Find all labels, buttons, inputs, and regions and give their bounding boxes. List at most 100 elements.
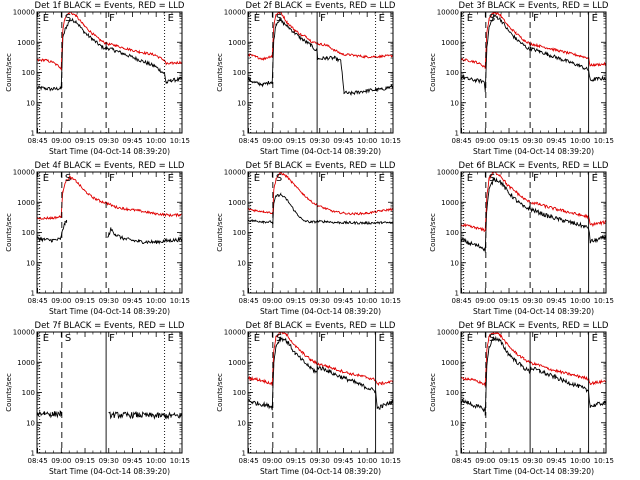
event-marker-label: E <box>379 333 385 344</box>
event-marker-label: E <box>43 173 49 184</box>
y-tick-label: 10000 <box>13 169 35 177</box>
y-tick-label: 100 <box>233 389 246 397</box>
x-tick-label: 09:30 <box>523 457 543 465</box>
x-tick-label: 10:15 <box>170 457 190 465</box>
y-tick-label: 100 <box>446 69 459 77</box>
y-tick-label: 100 <box>446 389 459 397</box>
y-tick-label: 100 <box>446 229 459 237</box>
event-marker-label: F <box>320 333 326 344</box>
plot-frame <box>36 11 183 134</box>
y-tick-label: 10 <box>26 419 35 427</box>
y-tick-label: 10 <box>450 259 459 267</box>
x-tick-label: 10:00 <box>146 297 166 305</box>
y-tick-label: 10 <box>450 99 459 107</box>
x-tick-label: 09:15 <box>75 457 95 465</box>
x-tick-label: 09:15 <box>286 457 306 465</box>
event-marker-label: E <box>467 13 473 24</box>
lld-series-line <box>37 174 182 221</box>
x-tick-label: 09:30 <box>310 137 330 145</box>
event-marker-label: E <box>168 173 174 184</box>
y-tick-label: 10000 <box>437 169 459 177</box>
x-tick-label: 09:45 <box>333 457 353 465</box>
y-tick-label: 10 <box>237 99 246 107</box>
y-tick-label: 1000 <box>441 199 459 207</box>
x-tick-label: 10:00 <box>357 457 377 465</box>
chart-panel-5: Det 5f BLACK = Events, RED = LLD Counts/s… <box>216 161 401 316</box>
x-tick-label: 09:45 <box>122 137 142 145</box>
y-tick-label: 1 <box>242 450 246 458</box>
event-marker-label: S <box>276 13 282 24</box>
x-tick-label: 10:15 <box>594 457 614 465</box>
y-tick-label: 1000 <box>228 359 246 367</box>
event-marker-label: S <box>65 333 71 344</box>
plot-frame <box>247 171 394 294</box>
event-marker-label: E <box>592 333 598 344</box>
chart-panel-2: Det 2f BLACK = Events, RED = LLD Counts/s… <box>216 1 401 156</box>
y-tick-label: 10 <box>26 99 35 107</box>
y-tick-label: 1000 <box>441 359 459 367</box>
y-axis-label: Counts/sec <box>5 213 13 252</box>
event-marker-label: E <box>254 13 260 24</box>
event-marker-label: E <box>43 333 49 344</box>
x-tick-label: 09:45 <box>122 297 142 305</box>
event-marker-label: F <box>533 13 539 24</box>
y-tick-label: 10 <box>26 259 35 267</box>
x-axis-label: Start Time (04-Oct-14 08:39:20) <box>49 147 170 156</box>
x-axis-label: Start Time (04-Oct-14 08:39:20) <box>473 147 594 156</box>
events-series-line <box>461 177 606 253</box>
x-tick-label: 08:45 <box>238 297 258 305</box>
lld-series-line <box>461 332 606 387</box>
y-axis-label: Counts/sec <box>5 53 13 92</box>
event-marker-label: S <box>489 333 495 344</box>
y-tick-label: 10 <box>237 259 246 267</box>
x-tick-label: 10:15 <box>381 137 401 145</box>
lld-series-line <box>461 12 606 69</box>
plot-frame <box>36 171 183 294</box>
x-tick-label: 09:00 <box>475 137 495 145</box>
events-series-line <box>248 17 393 96</box>
lld-series-line <box>37 12 182 71</box>
x-tick-label: 08:45 <box>27 457 47 465</box>
x-tick-label: 08:45 <box>451 457 471 465</box>
x-axis-label: Start Time (04-Oct-14 08:39:20) <box>473 467 594 476</box>
x-tick-label: 09:00 <box>51 297 71 305</box>
event-marker-label: S <box>65 13 71 24</box>
x-tick-label: 09:45 <box>333 297 353 305</box>
chart-panel-1: Det 1f BLACK = Events, RED = LLD Counts/s… <box>5 1 190 156</box>
chart-title: Det 3f BLACK = Events, RED = LLD <box>459 1 609 11</box>
y-tick-label: 10000 <box>13 329 35 337</box>
x-tick-label: 08:45 <box>451 137 471 145</box>
y-tick-label: 1 <box>455 290 459 298</box>
y-axis-label: Counts/sec <box>429 373 437 412</box>
chart-panel-4: Det 4f BLACK = Events, RED = LLD Counts/s… <box>5 161 190 316</box>
y-tick-label: 100 <box>22 389 35 397</box>
y-tick-label: 1000 <box>228 39 246 47</box>
x-tick-label: 09:30 <box>99 457 119 465</box>
x-tick-label: 09:45 <box>122 457 142 465</box>
chart-panel-3: Det 3f BLACK = Events, RED = LLD Counts/s… <box>429 1 614 156</box>
x-tick-label: 08:45 <box>27 297 47 305</box>
y-tick-label: 1 <box>242 290 246 298</box>
event-marker-label: F <box>533 173 539 184</box>
x-tick-label: 09:30 <box>99 137 119 145</box>
x-tick-label: 09:45 <box>546 137 566 145</box>
x-tick-label: 09:30 <box>99 297 119 305</box>
y-axis-label: Counts/sec <box>216 373 224 412</box>
events-series-line <box>37 219 182 245</box>
chart-title: Det 8f BLACK = Events, RED = LLD <box>246 321 396 331</box>
event-marker-label: E <box>379 173 385 184</box>
plot-frame <box>460 171 607 294</box>
x-tick-label: 09:15 <box>499 137 519 145</box>
x-tick-label: 09:15 <box>75 297 95 305</box>
x-tick-label: 10:00 <box>357 297 377 305</box>
x-axis-label: Start Time (04-Oct-14 08:39:20) <box>260 147 381 156</box>
y-tick-label: 100 <box>233 229 246 237</box>
y-tick-label: 1 <box>31 130 35 138</box>
y-tick-label: 10000 <box>437 329 459 337</box>
plot-frame <box>460 331 607 454</box>
event-marker-label: F <box>320 173 326 184</box>
x-tick-label: 10:15 <box>170 297 190 305</box>
y-tick-label: 10 <box>237 419 246 427</box>
x-tick-label: 10:00 <box>570 137 590 145</box>
x-tick-label: 09:00 <box>262 457 282 465</box>
